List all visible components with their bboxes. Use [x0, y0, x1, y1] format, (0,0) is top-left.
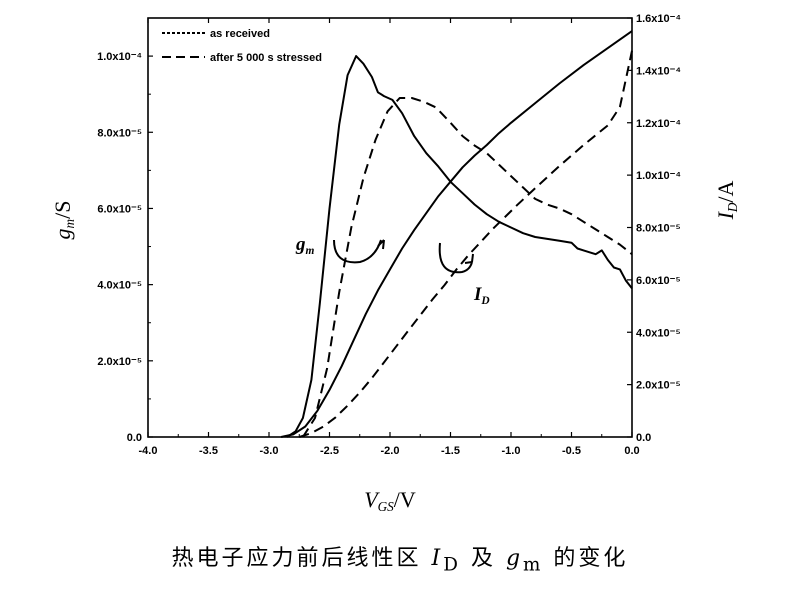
left-y-tick-label: 4.0x10⁻⁵ [97, 280, 142, 292]
x-tick-label: -2.0 [381, 445, 400, 457]
left-y-tick-label: 6.0x10⁻⁵ [97, 203, 142, 215]
x-tick-label: -2.5 [320, 445, 339, 457]
legend: as received after 5 000 s stressed [162, 28, 322, 64]
right-y-tick-label: 1.2x10⁻⁴ [636, 118, 681, 130]
x-tick-label: -1.5 [441, 445, 460, 457]
id-indicator-arrow [438, 242, 473, 274]
right-y-ticks: 0.0 2.0x10⁻⁵ 4.0x10⁻⁵ 6.0x10⁻⁵ 8.0x10⁻⁵ 1.0x1… [627, 13, 681, 444]
figure-caption: 热电子应力前后线性区 ID 及 gm 的变化 [171, 546, 629, 576]
series-ID-solid [280, 30, 633, 438]
plot-frame-layer [147, 17, 633, 438]
x-tick-label: -0.5 [562, 445, 581, 457]
legend-label: as received [210, 28, 270, 40]
left-y-axis-title: gm/S [50, 201, 77, 240]
x-tick-label: -4.0 [139, 445, 158, 457]
right-y-axis-title: ID/A [713, 180, 740, 220]
left-y-tick-label: 8.0x10⁻⁵ [97, 127, 142, 139]
x-tick-label: 0.0 [624, 445, 639, 457]
left-y-tick-label: 0.0 [127, 432, 142, 444]
right-y-tick-label: 4.0x10⁻⁵ [636, 327, 681, 339]
right-y-tick-label: 1.0x10⁻⁴ [636, 170, 681, 182]
right-y-tick-label: 1.6x10⁻⁴ [636, 13, 681, 25]
gm-curve-label: gm [295, 234, 315, 257]
right-y-tick-label: 2.0x10⁻⁵ [636, 380, 681, 392]
x-axis-title: VGS/V [364, 487, 416, 514]
x-tick-label: -3.0 [260, 445, 279, 457]
left-y-ticks: 0.0 2.0x10⁻⁵ 4.0x10⁻⁵ 6.0x10⁻⁵ 8.0x10⁻⁵ 1.0x1… [97, 51, 153, 444]
series-gm-solid [286, 55, 633, 438]
gm-arrow-head [377, 239, 385, 250]
x-tick-label: -1.0 [502, 445, 521, 457]
right-y-tick-label: 0.0 [636, 432, 651, 444]
right-y-tick-label: 1.4x10⁻⁴ [636, 65, 681, 77]
curves [280, 30, 633, 438]
legend-label: after 5 000 s stressed [210, 52, 322, 64]
id-arrow-head [464, 253, 474, 264]
series-ID-dashed [298, 50, 633, 438]
plot-frame [147, 17, 633, 438]
right-y-tick-label: 6.0x10⁻⁵ [636, 275, 681, 287]
x-tick-label: -3.5 [199, 445, 218, 457]
left-y-tick-label: 1.0x10⁻⁴ [97, 51, 142, 63]
x-ticks: -4.0 -3.5 -3.0 -2.5 -2.0 -1.5 -1.0 -0.5 0.0 [139, 18, 640, 457]
annotations: gm ID [295, 234, 490, 307]
chart: -4.0 -3.5 -3.0 -2.5 -2.0 -1.5 -1.0 -0.5 0.0 0.0 2… [50, 13, 740, 514]
id-curve-label: ID [473, 284, 490, 307]
gm-indicator-arrow [333, 239, 382, 264]
series-gm-dashed [302, 97, 633, 438]
axis-titles: VGS/V gm/S ID/A [50, 180, 740, 514]
right-y-tick-label: 8.0x10⁻⁵ [636, 223, 681, 235]
left-y-tick-label: 2.0x10⁻⁵ [97, 356, 142, 368]
